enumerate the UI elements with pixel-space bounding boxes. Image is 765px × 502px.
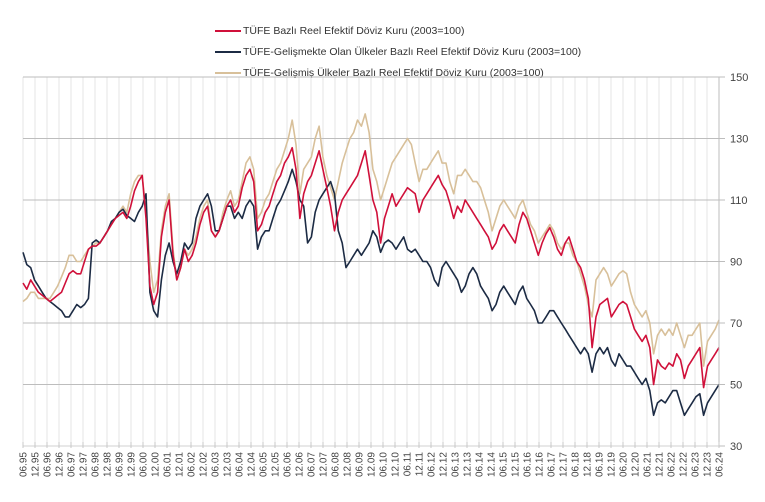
x-tick-label: 06.03: [211, 452, 222, 477]
x-tick-label: 12.14: [487, 452, 498, 477]
x-tick-label: 12.97: [79, 452, 90, 477]
x-tick-label: 12.11: [415, 452, 426, 477]
y-tick-label: 130: [730, 134, 748, 146]
x-tick-label: 06.19: [595, 452, 606, 477]
x-tick-label: 12.21: [655, 452, 666, 477]
legend-item-emerging: TÜFE-Gelişmekte Olan Ülkeler Bazlı Reel …: [215, 41, 581, 62]
x-tick-label: 06.07: [307, 452, 318, 477]
series-line-1: [22, 168, 720, 417]
y-tick-label: 30: [730, 441, 742, 453]
x-tick-label: 12.98: [103, 452, 114, 477]
series-line-0: [22, 146, 720, 389]
x-tick-label: 06.02: [187, 452, 198, 477]
x-tick-label: 12.16: [535, 452, 546, 477]
axes: [22, 77, 720, 448]
y-tick-label: 90: [730, 257, 742, 269]
x-tick-label: 12.08: [343, 452, 354, 477]
x-tick-label: 12.10: [391, 452, 402, 477]
x-tick-label: 06.17: [547, 452, 558, 477]
x-tick-label: 12.00: [151, 452, 162, 477]
x-tick-label: 12.06: [295, 452, 306, 477]
x-tick-label: 06.22: [667, 452, 678, 477]
x-tick-label: 06.10: [379, 452, 390, 477]
x-tick-label: 06.23: [691, 452, 702, 477]
x-tick-label: 12.20: [631, 452, 642, 477]
x-tick-label: 12.23: [703, 452, 714, 477]
x-tick-labels: 06.95 12.95 06.96 12.96 06.97 12.97 06.98 12.98…: [19, 452, 726, 477]
x-tick-label: 12.05: [271, 452, 282, 477]
y-tick-label: 70: [730, 318, 742, 330]
x-tick-label: 12.02: [199, 452, 210, 477]
y-tick-label: 110: [730, 195, 748, 207]
x-tick-label: 12.03: [223, 452, 234, 477]
legend-label-emerging: TÜFE-Gelişmekte Olan Ülkeler Bazlı Reel …: [243, 45, 582, 58]
x-tick-label: 12.15: [511, 452, 522, 477]
legend-label-developed: TÜFE-Gelişmiş Ülkeler Bazlı Reel Efektif…: [243, 66, 544, 79]
series-lines: [22, 113, 720, 417]
x-tick-label: 12.95: [31, 452, 42, 477]
x-tick-label: 06.96: [43, 452, 54, 477]
x-tick-label: 12.22: [679, 452, 690, 477]
x-tick-label: 12.01: [175, 452, 186, 477]
y-tick-label: 150: [730, 72, 748, 84]
x-tick-label: 06.12: [427, 452, 438, 477]
legend-swatch-tufe: [215, 29, 241, 32]
x-tick-label: 06.21: [643, 452, 654, 477]
x-tick-label: 12.07: [319, 452, 330, 477]
x-tick-label: 06.04: [235, 452, 246, 477]
x-tick-label: 06.11: [403, 452, 414, 477]
x-tick-label: 06.15: [499, 452, 510, 477]
x-tick-label: 06.20: [619, 452, 630, 477]
series-line-2: [22, 113, 720, 367]
x-tick-label: 06.14: [475, 452, 486, 477]
x-tick-label: 12.99: [127, 452, 138, 477]
x-tick-label: 06.99: [115, 452, 126, 477]
x-tick-label: 12.13: [463, 452, 474, 477]
x-tick-label: 12.04: [247, 452, 258, 477]
legend-swatch-developed: [215, 71, 241, 74]
x-tick-label: 06.24: [715, 452, 726, 477]
x-tick-label: 12.18: [583, 452, 594, 477]
y-tick-label: 50: [730, 380, 742, 392]
x-tick-label: 12.12: [439, 452, 450, 477]
x-tick-label: 06.00: [139, 452, 150, 477]
legend-item-tufe: TÜFE Bazlı Reel Efektif Döviz Kuru (2003…: [215, 20, 581, 41]
x-tick-label: 06.08: [331, 452, 342, 477]
x-tick-label: 06.05: [259, 452, 270, 477]
x-tick-label: 06.01: [163, 452, 174, 477]
x-tick-label: 06.06: [283, 452, 294, 477]
legend-label-tufe: TÜFE Bazlı Reel Efektif Döviz Kuru (2003…: [243, 24, 465, 37]
x-tick-label: 12.17: [559, 452, 570, 477]
chart-legend: TÜFE Bazlı Reel Efektif Döviz Kuru (2003…: [215, 20, 581, 83]
x-tick-label: 06.97: [67, 452, 78, 477]
y-tick-labels: 30 50 70 90 110 130 150: [730, 72, 748, 453]
x-tick-label: 12.19: [607, 452, 618, 477]
x-tick-label: 06.09: [355, 452, 366, 477]
horizontal-gridlines: [23, 76, 725, 447]
x-tick-label: 06.98: [91, 452, 102, 477]
legend-item-developed: TÜFE-Gelişmiş Ülkeler Bazlı Reel Efektif…: [215, 62, 581, 83]
x-tick-label: 06.16: [523, 452, 534, 477]
x-tick-label: 12.96: [55, 452, 66, 477]
x-tick-label: 06.18: [571, 452, 582, 477]
x-tick-label: 12.09: [367, 452, 378, 477]
legend-swatch-emerging: [215, 50, 241, 53]
x-tick-label: 06.13: [451, 452, 462, 477]
x-tick-label: 06.95: [19, 452, 30, 477]
